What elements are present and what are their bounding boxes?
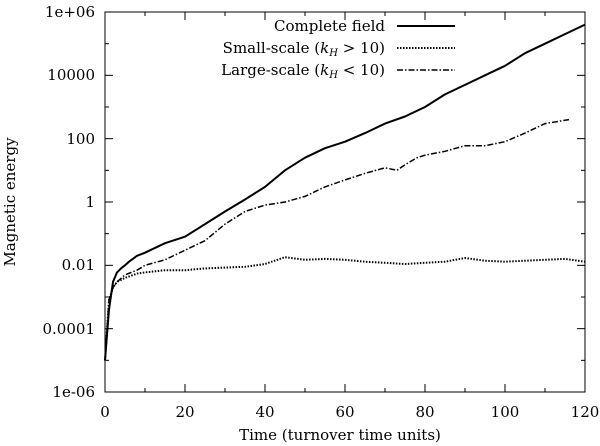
legend-label-complete: Complete field	[274, 17, 385, 35]
y-tick-labels: 1e-06 0.0001 0.01 1 100 10000 1e+06	[43, 3, 96, 401]
series-large-scale	[104, 118, 570, 361]
x-tick-label: 20	[175, 403, 194, 421]
legend-label-small: Small-scale (kH > 10)	[223, 39, 385, 59]
y-axis-title: Magnetic energy	[1, 137, 19, 267]
series-complete-field	[104, 23, 586, 361]
y-tick-label: 1e+06	[45, 3, 95, 21]
x-tick-label: 40	[255, 403, 274, 421]
x-axis-title: Time (turnover time units)	[239, 426, 441, 444]
x-tick-label: 60	[335, 403, 354, 421]
x-tick-label: 120	[571, 403, 600, 421]
x-tick-label: 0	[100, 403, 110, 421]
series-small-scale	[104, 256, 586, 361]
y-tick-label: 1e-06	[52, 383, 95, 401]
x-tick-label: 100	[491, 403, 520, 421]
legend-label-large: Large-scale (kH < 10)	[221, 61, 385, 81]
y-tick-label: 1	[85, 193, 95, 211]
legend: Complete field Small-scale (kH > 10) Lar…	[221, 17, 455, 81]
tick-marks	[104, 11, 586, 393]
y-tick-label: 0.0001	[43, 320, 96, 338]
x-tick-labels: 0 20 40 60 80 100 120	[100, 403, 599, 421]
y-tick-label: 100	[66, 130, 95, 148]
y-tick-label: 10000	[47, 66, 95, 84]
y-tick-label: 0.01	[62, 256, 95, 274]
x-tick-label: 80	[415, 403, 434, 421]
